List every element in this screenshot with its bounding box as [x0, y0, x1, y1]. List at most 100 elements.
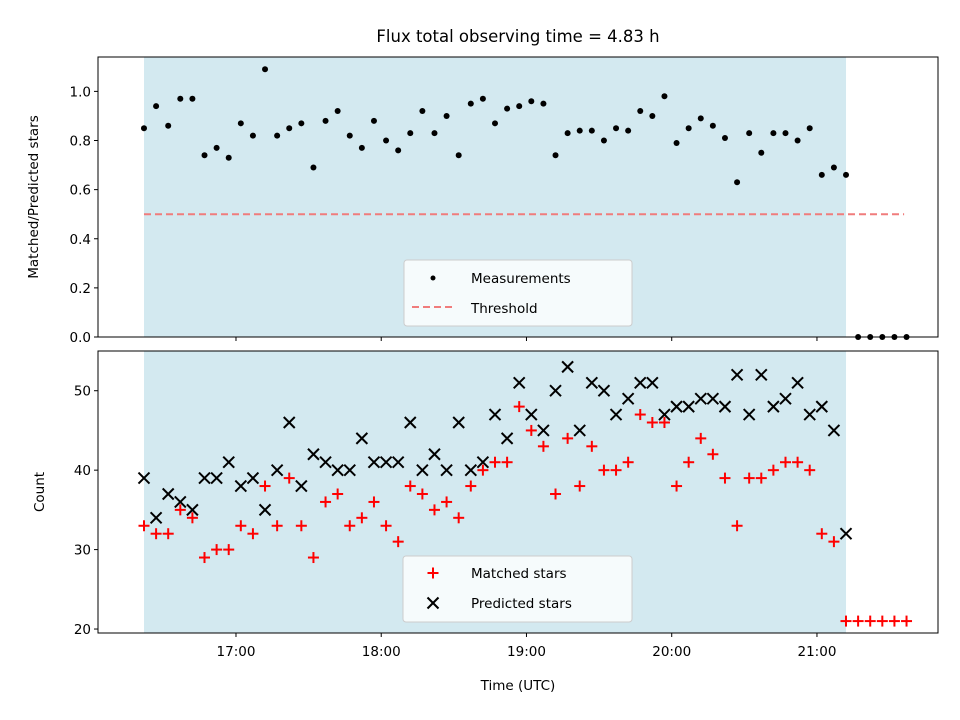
measurement-point — [673, 139, 680, 146]
matched-star-point — [356, 512, 368, 524]
measurement-point — [721, 135, 728, 142]
measurement-point — [830, 164, 837, 171]
matched-star-point — [368, 496, 380, 508]
bottom-panel: 20 30 40 50 17:00 18:00 19:00 20:00 21:00 Count… — [32, 350, 939, 694]
measurement-point — [407, 130, 414, 137]
measurement-point — [177, 95, 184, 102]
predicted-star-point — [331, 463, 344, 477]
predicted-star-point — [755, 368, 768, 382]
predicted-star-point — [682, 400, 695, 413]
predicted-star-point — [379, 456, 393, 469]
measurement-point — [358, 144, 365, 151]
measurement-point — [492, 120, 499, 127]
matched-star-point — [223, 544, 235, 556]
predicted-star-point — [464, 463, 478, 477]
y-tick-label: 40 — [74, 463, 91, 479]
matched-star-point — [295, 520, 307, 532]
predicted-star-point — [198, 471, 211, 485]
measurement-point — [140, 125, 147, 132]
measurement-point — [225, 154, 232, 161]
matched-star-point — [755, 472, 767, 484]
matched-star-point — [428, 504, 440, 516]
predicted-star-point — [730, 368, 744, 382]
matched-star-point — [404, 480, 416, 492]
predicted-star-point — [585, 376, 599, 389]
matched-star-point — [332, 488, 344, 500]
matched-star-point — [864, 615, 876, 627]
matched-star-point — [501, 456, 513, 468]
predicted-star-point — [646, 376, 659, 389]
matched-star-point — [271, 520, 283, 532]
predicted-star-point — [246, 471, 260, 485]
matched-star-point — [598, 464, 610, 476]
measurement-point — [528, 98, 535, 105]
legend-marker-measurements — [430, 275, 436, 281]
predicted-star-point — [488, 408, 502, 421]
measurement-point — [346, 132, 353, 139]
measurement-point — [613, 125, 620, 132]
measurement-point — [249, 132, 256, 139]
matched-star-point — [416, 488, 428, 500]
matched-star-point — [235, 520, 247, 532]
predicted-star-point — [210, 471, 223, 485]
predicted-star-point — [391, 456, 405, 469]
predicted-star-point — [597, 384, 611, 397]
measurement-point — [697, 115, 704, 122]
matched-star-point — [307, 552, 319, 564]
chart-title: Flux total observing time = 4.83 h — [376, 27, 659, 46]
bottom-y-ticks: 20 30 40 50 — [74, 384, 98, 638]
predicted-star-point — [295, 479, 308, 493]
matched-star-point — [683, 456, 695, 468]
matched-star-point — [247, 528, 259, 540]
matched-star-point — [259, 480, 271, 492]
y-tick-label: 20 — [74, 622, 91, 638]
matched-star-point — [441, 496, 453, 508]
measurement-point — [504, 105, 511, 112]
legend-marker-matched — [427, 567, 439, 579]
bottom-y-axis-label: Count — [32, 472, 48, 512]
matched-star-point — [731, 520, 743, 532]
predicted-star-point — [779, 392, 792, 405]
matched-star-point — [622, 456, 634, 468]
matched-star-point — [658, 416, 670, 428]
matched-star-point — [211, 544, 223, 556]
predicted-star-point — [186, 503, 199, 517]
measurement-points — [140, 66, 910, 340]
top-legend: Measurements Threshold — [403, 259, 633, 327]
measurement-point — [419, 108, 426, 115]
measurement-point — [588, 127, 595, 134]
measurement-point — [770, 130, 777, 137]
measurement-point — [455, 152, 462, 159]
x-tick-label: 21:00 — [798, 644, 837, 660]
predicted-star-point — [174, 495, 187, 509]
matched-star-point — [562, 432, 574, 444]
matched-star-point — [550, 488, 562, 500]
matched-star-point — [743, 472, 755, 484]
matched-star-point — [671, 480, 683, 492]
y-tick-label: 0.4 — [70, 232, 91, 248]
matched-star-point — [537, 440, 549, 452]
measurement-point — [201, 152, 208, 159]
legend-label-threshold: Threshold — [470, 301, 538, 317]
predicted-star-point — [634, 376, 647, 389]
legend-cross-glyph — [426, 596, 440, 610]
predicted-star-point — [537, 424, 550, 437]
measurement-point — [479, 95, 486, 102]
matched-star-point — [586, 440, 598, 452]
y-tick-label: 50 — [74, 384, 91, 400]
matched-star-point — [816, 528, 828, 540]
predicted-star-point — [609, 408, 623, 421]
predicted-star-point — [367, 456, 381, 469]
measurement-point — [516, 103, 523, 110]
matched-star-point — [852, 615, 864, 627]
measurement-point — [383, 137, 390, 144]
measurement-point — [649, 112, 656, 119]
predicted-star-point — [670, 400, 683, 413]
matched-star-point — [320, 496, 332, 508]
measurement-point — [443, 112, 450, 119]
x-tick-label: 18:00 — [362, 644, 401, 660]
top-y-ticks: 0.0 0.2 0.4 0.6 0.8 1.0 — [70, 84, 98, 346]
matched-star-point — [525, 424, 537, 436]
matched-star-point — [283, 472, 295, 484]
